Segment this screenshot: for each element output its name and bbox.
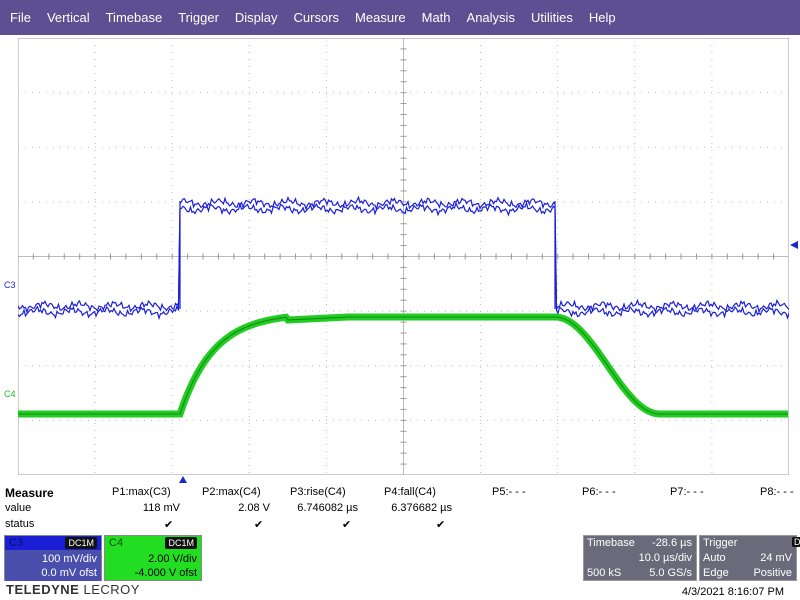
param-5-name[interactable]: P5:- - - bbox=[492, 486, 526, 498]
param-2-status-check-icon: ✔ bbox=[254, 519, 264, 531]
c4-box-name: C4 bbox=[109, 537, 124, 549]
param-8-name[interactable]: P8:- - - bbox=[760, 486, 794, 498]
measure-table[interactable]: Measure P1:max(C3) P2:max(C4) P3:rise(C4) P… bbox=[0, 486, 800, 534]
param-2-value: 2.08 V bbox=[238, 502, 270, 514]
timebase-label: Timebase bbox=[587, 537, 635, 549]
menu-file[interactable]: File bbox=[10, 10, 31, 25]
trigger-coupling-badge: DC bbox=[792, 537, 800, 547]
menu-display[interactable]: Display bbox=[234, 10, 278, 25]
param-3-name[interactable]: P3:rise(C4) bbox=[290, 486, 346, 498]
param-2-name[interactable]: P2:max(C4) bbox=[202, 486, 261, 498]
param-4-value: 6.376682 µs bbox=[391, 502, 452, 514]
trigger-slope: Positive bbox=[753, 567, 792, 579]
waveform-grid bbox=[18, 38, 789, 475]
c4-offset: -4.000 V ofst bbox=[134, 567, 197, 579]
c3-ground-marker[interactable]: C3 bbox=[4, 280, 16, 290]
c3-trace-envelope bbox=[18, 201, 789, 321]
trigger-position-marker-icon[interactable] bbox=[178, 475, 188, 483]
c3-offset: 0.0 mV ofst bbox=[41, 567, 97, 579]
timebase-delay: -28.6 µs bbox=[652, 537, 692, 549]
c3-coupling-badge: DC1M bbox=[65, 537, 97, 549]
brand-part-a: TELEDYNE bbox=[6, 582, 80, 597]
menu-timebase[interactable]: Timebase bbox=[105, 10, 163, 25]
param-6-name[interactable]: P6:- - - bbox=[582, 486, 616, 498]
datetime-display: 4/3/2021 8:16:07 PM bbox=[681, 586, 784, 598]
menu-vertical[interactable]: Vertical bbox=[46, 10, 90, 25]
c3-channel-descriptor[interactable]: C3 DC1M 100 mV/div 0.0 mV ofst bbox=[4, 535, 102, 581]
teledyne-lecroy-logo: TELEDYNE LECROY bbox=[6, 582, 140, 597]
c4-trace-edge bbox=[18, 316, 788, 415]
param-3-status-check-icon: ✔ bbox=[342, 519, 352, 531]
menu-bar: File Vertical Timebase Trigger Display Cursor… bbox=[0, 0, 800, 35]
timebase-rate: 5.0 GS/s bbox=[649, 567, 692, 579]
c4-coupling-badge: DC1M bbox=[165, 537, 197, 549]
trigger-label: Trigger bbox=[703, 537, 738, 549]
param-4-status-check-icon: ✔ bbox=[436, 519, 446, 531]
timebase-samples: 500 kS bbox=[587, 567, 622, 579]
trigger-level: 24 mV bbox=[760, 552, 792, 564]
param-3-value: 6.746082 µs bbox=[297, 502, 358, 514]
param-1-value: 118 mV bbox=[142, 502, 180, 514]
menu-utilities[interactable]: Utilities bbox=[530, 10, 573, 25]
timebase-tdiv: 10.0 µs/div bbox=[638, 552, 692, 564]
measure-title: Measure bbox=[5, 486, 54, 500]
menu-trigger[interactable]: Trigger bbox=[178, 10, 219, 25]
menu-analysis[interactable]: Analysis bbox=[466, 10, 515, 25]
value-row-label: value bbox=[5, 502, 32, 514]
c4-ground-marker[interactable]: C4 bbox=[4, 389, 16, 399]
c3-vdiv: 100 mV/div bbox=[41, 553, 97, 565]
trigger-mode: Auto bbox=[703, 552, 726, 564]
param-4-name[interactable]: P4:fall(C4) bbox=[384, 486, 436, 498]
menu-help[interactable]: Help bbox=[588, 10, 616, 25]
timebase-descriptor[interactable]: Timebase -28.6 µs 10.0 µs/div 500 kS 5.0… bbox=[583, 535, 697, 581]
c4-channel-descriptor[interactable]: C4 DC1M 2.00 V/div -4.000 V ofst bbox=[104, 535, 202, 581]
brand-part-b: LECROY bbox=[83, 582, 140, 597]
trigger-type: Edge bbox=[703, 567, 729, 579]
trigger-level-marker-icon[interactable] bbox=[789, 241, 799, 251]
waveform-display[interactable]: C3 C4 bbox=[0, 35, 800, 483]
c4-vdiv: 2.00 V/div bbox=[148, 553, 197, 565]
status-row-label: status bbox=[5, 518, 35, 530]
menu-math[interactable]: Math bbox=[421, 10, 451, 25]
c3-box-name: C3 bbox=[9, 537, 24, 549]
menu-measure[interactable]: Measure bbox=[355, 10, 406, 25]
menu-cursors[interactable]: Cursors bbox=[293, 10, 340, 25]
param-1-name[interactable]: P1:max(C3) bbox=[112, 486, 171, 498]
param-7-name[interactable]: P7:- - - bbox=[670, 486, 704, 498]
trigger-descriptor[interactable]: Trigger C3 DC Auto 24 mV Edge Positive bbox=[699, 535, 800, 581]
param-1-status-check-icon: ✔ bbox=[164, 519, 174, 531]
